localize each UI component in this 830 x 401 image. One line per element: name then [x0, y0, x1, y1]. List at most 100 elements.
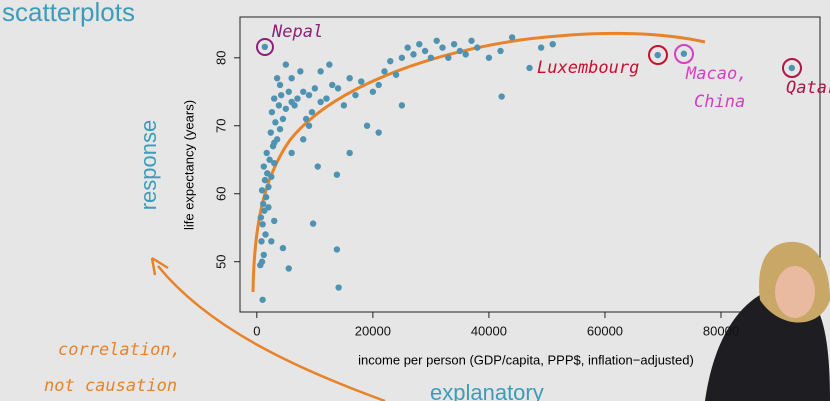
- note: not causation: [44, 376, 177, 396]
- point: [335, 284, 342, 291]
- point: [262, 231, 269, 238]
- y-tick-label: 80: [213, 51, 228, 65]
- point: [279, 244, 287, 252]
- note: correlation,: [58, 340, 181, 360]
- point: [288, 74, 295, 82]
- point: [279, 115, 287, 123]
- response-label: response: [136, 120, 161, 211]
- point: [456, 47, 464, 55]
- arrow-head: [150, 256, 169, 276]
- point: [277, 91, 285, 99]
- point: [291, 102, 298, 109]
- point: [363, 122, 371, 129]
- explanatory-label: explanatory: [430, 380, 544, 401]
- point: [282, 105, 290, 112]
- point: [311, 85, 319, 92]
- point: [323, 95, 330, 102]
- point: [300, 136, 307, 143]
- macao-ring: [674, 44, 694, 64]
- point: [450, 40, 458, 48]
- point: [410, 51, 417, 58]
- point: [352, 91, 359, 99]
- point: [308, 108, 316, 116]
- point: [276, 81, 284, 89]
- x-tick-label: 80000: [703, 323, 739, 338]
- point: [526, 64, 533, 72]
- point: [268, 238, 275, 245]
- point: [369, 88, 377, 95]
- point: [317, 68, 324, 75]
- point: [497, 47, 504, 55]
- annotation: Luxembourg: [537, 58, 639, 78]
- plot-frame: [239, 16, 821, 313]
- point: [314, 163, 321, 170]
- point: [333, 246, 341, 253]
- point: [285, 88, 292, 95]
- point: [262, 193, 270, 201]
- point: [285, 265, 292, 272]
- point: [537, 44, 545, 51]
- point: [375, 129, 382, 136]
- arrow: [157, 265, 386, 401]
- point: [258, 258, 266, 265]
- point: [271, 159, 278, 167]
- point: [404, 44, 411, 51]
- point: [439, 44, 446, 51]
- point: [334, 85, 342, 92]
- point: [271, 95, 278, 102]
- x-tick-label: 20000: [355, 323, 391, 338]
- point: [398, 54, 406, 61]
- point: [268, 108, 276, 116]
- y-tick-label: 60: [213, 186, 228, 200]
- y-axis-label: life expectancy (years): [181, 100, 196, 230]
- lux-ring: [648, 45, 668, 65]
- annotation: Macao,: [685, 64, 747, 84]
- point: [485, 54, 493, 61]
- y-tick-label: 70: [213, 119, 228, 133]
- presenter: [705, 241, 830, 401]
- point: [680, 50, 688, 57]
- point: [375, 81, 382, 89]
- point: [276, 125, 284, 133]
- point: [260, 200, 267, 208]
- point: [462, 51, 469, 58]
- point: [275, 102, 283, 109]
- point: [273, 74, 281, 82]
- point: [267, 129, 274, 136]
- point: [258, 187, 266, 194]
- point: [268, 173, 275, 180]
- point: [474, 44, 481, 51]
- x-tick-label: 0: [253, 323, 260, 338]
- y-tick-label: 50: [213, 254, 228, 268]
- point: [288, 149, 295, 157]
- point: [416, 40, 423, 48]
- x-axis-label: income per person (GDP/capita, PPP$, inf…: [358, 352, 694, 367]
- point: [272, 119, 279, 126]
- point: [427, 54, 435, 61]
- point: [309, 220, 317, 227]
- point: [297, 68, 304, 75]
- point: [326, 61, 333, 68]
- point: [468, 37, 475, 44]
- annotation: China: [694, 92, 745, 112]
- annotation: Qatar: [786, 78, 830, 98]
- point: [300, 88, 307, 95]
- point: [294, 95, 301, 102]
- point: [265, 183, 272, 191]
- point: [302, 115, 310, 123]
- point: [549, 40, 556, 48]
- point: [340, 102, 348, 109]
- point: [788, 64, 795, 72]
- point: [387, 57, 394, 65]
- point: [258, 238, 265, 245]
- point: [305, 122, 313, 129]
- point: [305, 91, 313, 99]
- point: [271, 139, 278, 146]
- point: [508, 34, 516, 41]
- point: [381, 68, 388, 75]
- point: [333, 171, 341, 178]
- point: [266, 156, 273, 163]
- qatar-ring: [782, 58, 802, 78]
- point: [433, 37, 440, 44]
